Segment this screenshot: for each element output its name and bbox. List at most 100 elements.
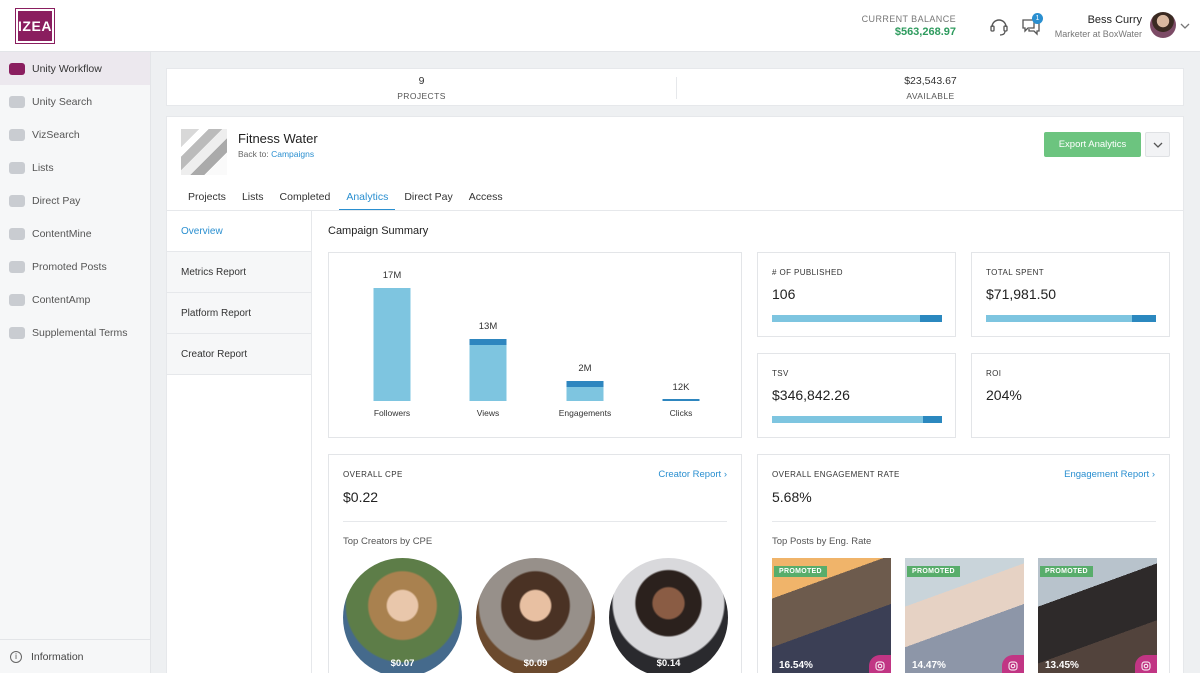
sidebar: Unity Workflow Unity Search VizSearch Li…: [0, 52, 151, 673]
panel-divider: [772, 521, 1156, 522]
engagement-label: OVERALL ENGAGEMENT RATE: [772, 470, 900, 479]
cpe-value: $0.22: [343, 489, 379, 505]
progress-fill: [986, 315, 1133, 322]
creator-avatar[interactable]: $0.14: [609, 558, 728, 673]
engagement-report-link[interactable]: Engagement Report ›: [1064, 469, 1155, 480]
sidebar-item-unity-workflow[interactable]: Unity Workflow: [0, 52, 150, 85]
promoted-badge: PROMOTED: [774, 566, 827, 577]
tab-completed[interactable]: Completed: [279, 191, 331, 203]
user-menu[interactable]: Bess Curry Marketer at BoxWater: [1055, 14, 1142, 39]
list-icon: [9, 161, 25, 174]
tab-direct-pay[interactable]: Direct Pay: [404, 191, 453, 203]
sidebar-item-label: ContentMine: [32, 227, 92, 240]
bar-category-label: Clicks: [670, 408, 693, 418]
subnav-metrics-report[interactable]: Metrics Report: [167, 252, 311, 293]
breadcrumb: Back to: Campaigns: [238, 149, 314, 159]
section-title: Campaign Summary: [328, 225, 429, 237]
workflow-icon: [9, 62, 25, 75]
post-thumbnail[interactable]: PROMOTED 16.54%: [772, 558, 891, 673]
analytics-subnav: Overview Metrics Report Platform Report …: [167, 211, 312, 673]
sidebar-item-unity-search[interactable]: Unity Search: [0, 85, 150, 118]
stats-strip: 9 PROJECTS $23,543.67 AVAILABLE: [166, 68, 1184, 106]
creator-avatar[interactable]: $0.09: [476, 558, 595, 673]
engagement-value: 5.68%: [772, 489, 812, 505]
campaign-thumbnail: [181, 129, 227, 175]
creator-report-link[interactable]: Creator Report ›: [658, 469, 727, 480]
tab-divider: [167, 210, 1183, 211]
tab-access[interactable]: Access: [468, 191, 503, 203]
campaign-tabs: Projects Lists Completed Analytics Direc…: [181, 185, 512, 211]
sidebar-item-label: ContentAmp: [32, 293, 91, 306]
available-stat: $23,543.67 AVAILABLE: [676, 75, 1185, 101]
progress-bar: [772, 315, 942, 322]
subnav-creator-report[interactable]: Creator Report: [167, 334, 311, 375]
link-label: Engagement Report: [1064, 469, 1150, 480]
creator-cpe: $0.14: [656, 658, 681, 669]
promoted-badge: PROMOTED: [1040, 566, 1093, 577]
campaigns-link[interactable]: Campaigns: [271, 149, 315, 159]
published-metric: # OF PUBLISHED 106: [757, 252, 956, 337]
projects-count: 9: [418, 75, 425, 87]
bar-category-label: Views: [477, 408, 500, 418]
roi-metric: ROI 204%: [971, 353, 1170, 438]
chevron-down-icon[interactable]: [1180, 22, 1190, 30]
izea-logo[interactable]: IZEA: [15, 8, 55, 44]
chevron-right-icon: ›: [1151, 469, 1155, 480]
balance-label: CURRENT BALANCE: [861, 14, 956, 24]
notification-badge: 1: [1032, 13, 1043, 24]
bar-views: [469, 339, 507, 401]
metric-value: $346,842.26: [772, 387, 850, 403]
promoted-badge: PROMOTED: [907, 566, 960, 577]
subnav-platform-report[interactable]: Platform Report: [167, 293, 311, 334]
instagram-icon: [1002, 655, 1024, 673]
available-label: AVAILABLE: [906, 91, 955, 101]
info-icon: i: [10, 650, 22, 663]
sidebar-item-label: Information: [31, 650, 84, 663]
search-icon: [9, 95, 25, 108]
bar-value-label: 17M: [383, 270, 402, 281]
sidebar-item-direct-pay[interactable]: Direct Pay: [0, 184, 150, 217]
sidebar-item-supplemental-terms[interactable]: Supplemental Terms: [0, 316, 150, 349]
engagement-rate: 14.47%: [912, 660, 946, 671]
sidebar-item-contentamp[interactable]: ContentAmp: [0, 283, 150, 316]
post-thumbnail[interactable]: PROMOTED 14.47%: [905, 558, 1024, 673]
avatar[interactable]: [1150, 12, 1176, 38]
bar-accent-views: [469, 339, 507, 345]
available-amount: $23,543.67: [904, 75, 957, 87]
sidebar-item-vizsearch[interactable]: VizSearch: [0, 118, 150, 151]
more-options-button[interactable]: [1145, 132, 1170, 157]
sidebar-item-lists[interactable]: Lists: [0, 151, 150, 184]
progress-fill: [772, 416, 924, 423]
metric-value: $71,981.50: [986, 286, 1057, 302]
export-analytics-button[interactable]: Export Analytics: [1044, 132, 1141, 157]
bar-value-label: 12K: [673, 382, 691, 393]
metric-value: 106: [772, 286, 796, 302]
tab-projects[interactable]: Projects: [188, 191, 226, 203]
creator-avatar[interactable]: $0.07: [343, 558, 462, 673]
link-label: Creator Report: [658, 469, 722, 480]
engagement-rate: 13.45%: [1045, 660, 1079, 671]
post-thumbnail[interactable]: PROMOTED 13.45%: [1038, 558, 1157, 673]
sidebar-item-label: Promoted Posts: [32, 260, 107, 273]
sidebar-item-label: VizSearch: [32, 128, 80, 141]
bar-accent-engagements: [566, 381, 604, 387]
back-to-label: Back to:: [238, 149, 269, 159]
support-icon[interactable]: [988, 15, 1010, 37]
tab-lists[interactable]: Lists: [241, 191, 264, 203]
tab-analytics[interactable]: Analytics: [339, 185, 396, 211]
folder-icon: [9, 227, 25, 240]
tsv-metric: TSV $346,842.26: [757, 353, 956, 438]
bar-value-label: 2M: [578, 363, 591, 374]
progress-bar: [772, 416, 942, 423]
bar-category-label: Followers: [374, 408, 410, 418]
sidebar-item-information[interactable]: i Information: [0, 639, 151, 673]
engagement-panel: OVERALL ENGAGEMENT RATE 5.68% Engagement…: [757, 454, 1170, 673]
creator-cpe: $0.09: [523, 658, 548, 669]
metric-value: 204%: [986, 387, 1022, 403]
sidebar-item-contentmine[interactable]: ContentMine: [0, 217, 150, 250]
top-creators-subtitle: Top Creators by CPE: [343, 536, 433, 547]
top-header: IZEA CURRENT BALANCE $563,268.97 1 Bess …: [0, 0, 1200, 52]
sidebar-item-promoted-posts[interactable]: Promoted Posts: [0, 250, 150, 283]
sidebar-item-label: Unity Workflow: [32, 62, 102, 75]
subnav-overview[interactable]: Overview: [167, 211, 311, 252]
